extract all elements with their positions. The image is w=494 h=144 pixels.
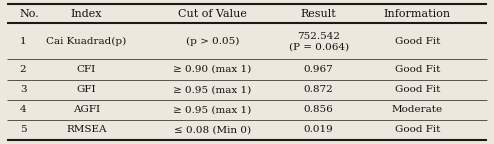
Text: CFI: CFI — [77, 65, 96, 74]
Text: 752.542
(P = 0.064): 752.542 (P = 0.064) — [288, 32, 349, 51]
Text: GFI: GFI — [77, 85, 96, 94]
Bar — [7, 79, 487, 100]
Text: Good Fit: Good Fit — [395, 65, 440, 74]
Bar — [7, 4, 487, 23]
Text: Moderate: Moderate — [392, 105, 443, 114]
Text: Good Fit: Good Fit — [395, 37, 440, 46]
Text: RMSEA: RMSEA — [66, 125, 107, 134]
Text: ≥ 0.95 (max 1): ≥ 0.95 (max 1) — [173, 85, 251, 94]
Bar — [7, 23, 487, 59]
Text: Good Fit: Good Fit — [395, 125, 440, 134]
Text: ≥ 0.95 (max 1): ≥ 0.95 (max 1) — [173, 105, 251, 114]
Text: Information: Information — [384, 9, 451, 19]
Bar — [7, 100, 487, 120]
Text: Good Fit: Good Fit — [395, 85, 440, 94]
Text: 4: 4 — [20, 105, 26, 114]
Text: (p > 0.05): (p > 0.05) — [186, 37, 239, 46]
Text: Index: Index — [71, 9, 102, 19]
Text: Cut of Value: Cut of Value — [178, 9, 247, 19]
Text: No.: No. — [20, 9, 40, 19]
Bar — [7, 59, 487, 79]
Text: 0.856: 0.856 — [304, 105, 333, 114]
Text: Result: Result — [301, 9, 336, 19]
Bar — [7, 120, 487, 140]
Text: 0.967: 0.967 — [304, 65, 333, 74]
Text: 3: 3 — [20, 85, 26, 94]
Text: Cai Kuadrad(p): Cai Kuadrad(p) — [46, 37, 126, 46]
Text: 5: 5 — [20, 125, 26, 134]
Text: ≥ 0.90 (max 1): ≥ 0.90 (max 1) — [173, 65, 251, 74]
Text: 1: 1 — [20, 37, 26, 46]
Text: 0.872: 0.872 — [304, 85, 333, 94]
Text: ≤ 0.08 (Min 0): ≤ 0.08 (Min 0) — [174, 125, 251, 134]
Text: AGFI: AGFI — [73, 105, 100, 114]
Text: 2: 2 — [20, 65, 26, 74]
Text: 0.019: 0.019 — [304, 125, 333, 134]
